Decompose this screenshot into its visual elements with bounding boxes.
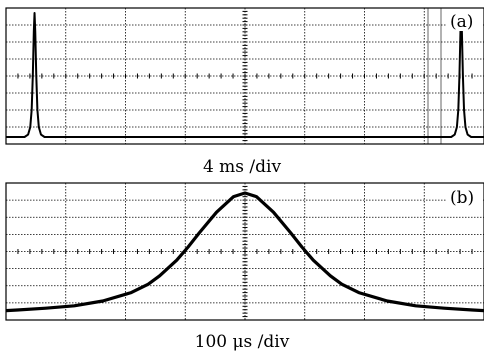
panel-b-label: (b) — [450, 188, 474, 208]
panel-a-label-bg — [447, 9, 483, 31]
panel-a: (a) — [5, 7, 484, 145]
panel-b-grid — [6, 183, 484, 320]
panel-a-frame — [5, 7, 484, 145]
panel-b-label-bg — [447, 186, 483, 208]
panel-a-label: (a) — [450, 12, 473, 32]
panel-a-marker-box — [427, 7, 442, 145]
panel-a-xlabel: 4 ms /div — [203, 157, 282, 177]
panel-b-center-ticks — [17, 185, 473, 318]
panel-a-trace — [6, 12, 484, 138]
panel-a-center-ticks — [17, 10, 473, 142]
panel-b-xlabel: 100 μs /div — [195, 332, 290, 352]
panel-b-trace — [5, 191, 484, 313]
panel-b: (b) — [5, 182, 484, 321]
panel-b-frame — [5, 182, 484, 321]
